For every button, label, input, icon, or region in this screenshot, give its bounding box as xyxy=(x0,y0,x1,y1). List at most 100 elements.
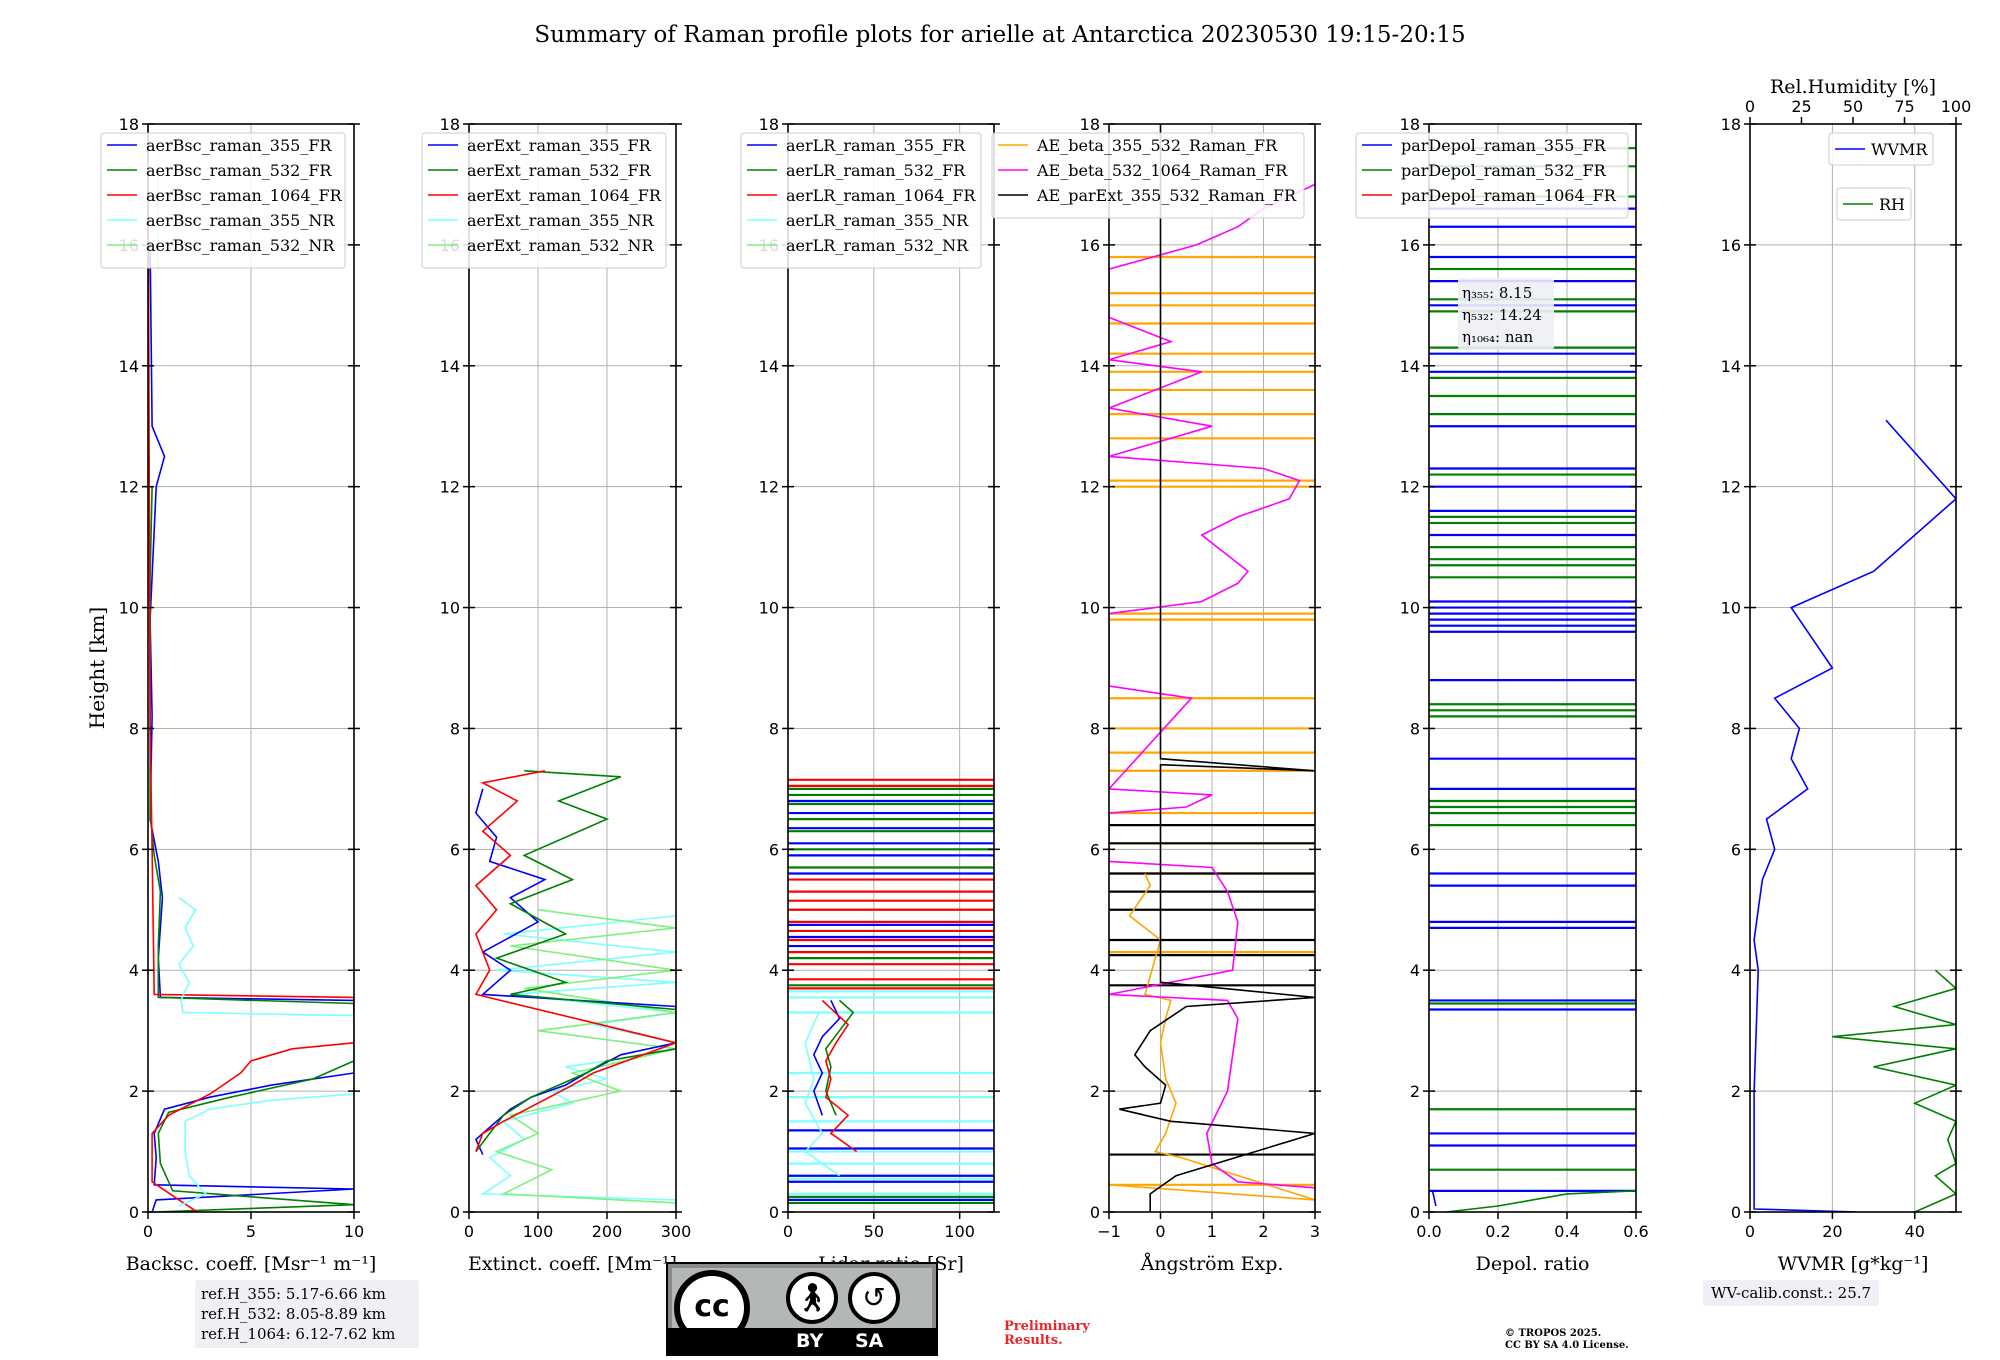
y-tick-label: 0 xyxy=(129,1203,139,1222)
x-tick-label: 0 xyxy=(143,1222,153,1241)
panel-dep: 0 2 4 6 8 10 12 14 16 18 0.0 0.2 0.4 0.6 Depol. ratio p… xyxy=(1355,115,1649,1275)
legend-label: parDepol_raman_355_FR xyxy=(1401,136,1607,155)
y-tick-label: 6 xyxy=(1090,840,1100,859)
x2-tick-label: 0 xyxy=(1745,97,1755,116)
legend-label: parDepol_raman_1064_FR xyxy=(1401,186,1617,205)
legend-label: aerExt_raman_532_NR xyxy=(467,236,655,255)
series-parDepol_raman_532_FR xyxy=(1446,1190,1636,1212)
series-aerExt_raman_532_NR xyxy=(494,909,676,1204)
y-tick-label: 8 xyxy=(129,719,139,738)
y-tick-label: 2 xyxy=(1410,1082,1420,1101)
y-tick-label: 14 xyxy=(119,357,139,376)
legend-label: AE_parExt_355_532_Raman_FR xyxy=(1036,186,1297,205)
series-AE_beta_532_1064_Raman_FR xyxy=(1109,183,1315,1189)
y-tick-label: 2 xyxy=(1090,1082,1100,1101)
panel-lr: 024681012141618050100Lidar ratio [Sr]aer… xyxy=(740,115,1000,1275)
legend-label: aerLR_raman_355_FR xyxy=(786,136,966,155)
series-aerLR_raman_355_NR xyxy=(803,1012,840,1177)
x-axis-label: Ångström Exp. xyxy=(1140,1253,1284,1275)
y-tick-label: 10 xyxy=(119,599,139,618)
y-tick-label: 2 xyxy=(769,1082,779,1101)
y-tick-label: 4 xyxy=(1090,961,1100,980)
y-tick-label: 0 xyxy=(450,1203,460,1222)
legend-label: AE_beta_355_532_Raman_FR xyxy=(1036,136,1278,155)
x-axis-label: Extinct. coeff. [Mm⁻¹] xyxy=(468,1253,677,1275)
y-tick-label: 18 xyxy=(440,115,460,134)
series-AE_beta_355_532_Raman_FR xyxy=(1109,873,1315,1201)
y-tick-label: 10 xyxy=(759,599,779,618)
series-RH xyxy=(1832,969,1956,1212)
axes-frame xyxy=(468,123,677,1213)
ref-height-355: ref.H_355: 5.17-6.66 km xyxy=(201,1285,386,1303)
x2-axis-label: Rel.Humidity [%] xyxy=(1770,76,1936,98)
axes-frame xyxy=(1428,123,1637,1213)
wv-calibration-box: WV-calib.const.: 25.7 xyxy=(1703,1280,1880,1306)
eta-box xyxy=(1458,278,1554,350)
y-tick-label: 8 xyxy=(1410,719,1420,738)
y-tick-label: 4 xyxy=(769,961,779,980)
eta-label: η₁₀₆₄: nan xyxy=(1462,328,1533,346)
x-tick-label: 3 xyxy=(1310,1222,1320,1241)
legend-label: aerBsc_raman_532_NR xyxy=(146,236,335,255)
x-tick-label: −1 xyxy=(1097,1222,1121,1241)
attribution-person-icon: 🚶︎ xyxy=(786,1272,838,1324)
series-aerBsc_raman_532_FR xyxy=(149,486,354,1212)
y-tick-label: 2 xyxy=(1731,1082,1741,1101)
tropos-copyright: © TROPOS 2025. CC BY SA 4.0 License. xyxy=(1505,1328,1629,1352)
x-axis-label: WVMR [g*kg⁻¹] xyxy=(1778,1253,1929,1275)
y-tick-label: 0 xyxy=(769,1203,779,1222)
eta-label: η₃₅₅: 8.15 xyxy=(1462,284,1532,302)
x-tick-label: 2 xyxy=(1258,1222,1268,1241)
x-tick-label: 10 xyxy=(344,1222,364,1241)
y-tick-label: 12 xyxy=(759,478,779,497)
plot-area-wv xyxy=(1753,419,1956,1212)
cc-badge-bottom: BY SA xyxy=(668,1328,936,1354)
eta-label: η₅₃₂: 14.24 xyxy=(1462,306,1542,324)
y-tick-label: 6 xyxy=(129,840,139,859)
y-tick-label: 6 xyxy=(1731,840,1741,859)
y-tick-label: 8 xyxy=(1731,719,1741,738)
y-tick-label: 6 xyxy=(769,840,779,859)
legend-label: aerLR_raman_355_NR xyxy=(786,211,969,230)
x-tick-label: 0 xyxy=(464,1222,474,1241)
y-tick-label: 12 xyxy=(1721,478,1741,497)
y-tick-label: 12 xyxy=(1400,478,1420,497)
x2-tick-label: 100 xyxy=(1941,97,1972,116)
legend-label: aerExt_raman_355_NR xyxy=(467,211,655,230)
legend-label: AE_beta_532_1064_Raman_FR xyxy=(1036,161,1288,180)
y-tick-label: 14 xyxy=(1721,357,1741,376)
legend-box xyxy=(991,132,1305,219)
legend-label: aerExt_raman_1064_FR xyxy=(467,186,662,205)
y-axis-label: Height [km] xyxy=(85,607,109,729)
series-parDepol_raman_355_FR xyxy=(1431,1190,1437,1207)
x-tick-label: 0.2 xyxy=(1485,1222,1510,1241)
y-tick-label: 18 xyxy=(759,115,779,134)
legend-box xyxy=(1836,187,1912,221)
reference-height-box: ref.H_355: 5.17-6.66 km ref.H_532: 8.05-… xyxy=(195,1280,419,1348)
cc-license-badge[interactable]: cc 🚶︎ ↺ BY SA xyxy=(666,1262,938,1356)
legend-label: aerBsc_raman_355_NR xyxy=(146,211,335,230)
figure-title: Summary of Raman profile plots for ariel… xyxy=(534,22,1466,48)
x-tick-label: 20 xyxy=(1822,1222,1842,1241)
series-aerLR_raman_532_FR xyxy=(824,999,855,1116)
axes-frame xyxy=(1749,123,1957,1213)
x-axis-label: Backsc. coeff. [Msr⁻¹ m⁻¹] xyxy=(126,1253,377,1275)
y-tick-label: 12 xyxy=(119,478,139,497)
y-tick-label: 12 xyxy=(1080,478,1100,497)
legend-label: aerLR_raman_1064_FR xyxy=(786,186,976,205)
y-tick-label: 4 xyxy=(1731,961,1741,980)
x-tick-label: 0.6 xyxy=(1623,1222,1648,1241)
series-aerBsc_raman_1064_FR xyxy=(148,124,354,1212)
y-tick-label: 14 xyxy=(1080,357,1100,376)
x-tick-label: 0 xyxy=(1745,1222,1755,1241)
legend-label: parDepol_raman_532_FR xyxy=(1401,161,1607,180)
x-tick-label: 5 xyxy=(246,1222,256,1241)
panel-ext: 0246810121416180100200300Extinct. coeff.… xyxy=(421,115,691,1275)
x-tick-label: 1 xyxy=(1207,1222,1217,1241)
x-tick-label: 0.4 xyxy=(1554,1222,1579,1241)
y-tick-label: 12 xyxy=(440,478,460,497)
legend-label: aerExt_raman_532_FR xyxy=(467,161,652,180)
